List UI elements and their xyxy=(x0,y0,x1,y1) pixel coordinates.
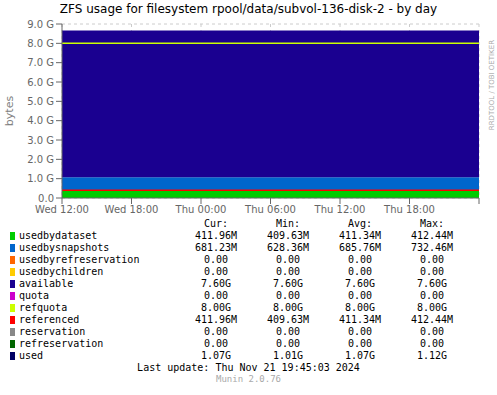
html-text:0.00: 0.00 xyxy=(204,254,228,265)
html-text:8.00G: 8.00G xyxy=(200,302,231,313)
html-text:Avg:: Avg: xyxy=(348,218,372,229)
svg-text:6.0 G: 6.0 G xyxy=(27,77,54,88)
html-text:0.00: 0.00 xyxy=(348,266,372,277)
html-text:0.00: 0.00 xyxy=(420,290,444,301)
html-text:quota: quota xyxy=(19,290,50,301)
svg-text:2.0 G: 2.0 G xyxy=(27,154,54,165)
html-text:8.00G: 8.00G xyxy=(344,302,375,313)
html-text:Munin 2.0.76: Munin 2.0.76 xyxy=(216,374,281,384)
html-text:685.76M: 685.76M xyxy=(338,242,382,253)
html-text:7.60G: 7.60G xyxy=(200,278,231,289)
html-text:681.23M: 681.23M xyxy=(194,242,238,253)
svg-text:9.0 G: 9.0 G xyxy=(27,19,54,30)
html-text:0.00: 0.00 xyxy=(420,254,444,265)
svg-text:bytes: bytes xyxy=(8,96,16,127)
svg-text:1.0 G: 1.0 G xyxy=(27,173,54,184)
html-text:1.07G: 1.07G xyxy=(344,350,375,361)
html-text:Min:: Min: xyxy=(276,218,300,229)
svg-text:Wed 12:00: Wed 12:00 xyxy=(35,204,89,215)
svg-text:5.0 G: 5.0 G xyxy=(27,96,54,107)
html-text:7.60G: 7.60G xyxy=(416,278,447,289)
html-text:0.00: 0.00 xyxy=(420,266,444,277)
html-text:used: used xyxy=(19,350,44,361)
html-text:refquota: refquota xyxy=(19,302,68,313)
html-text:8.00G: 8.00G xyxy=(416,302,447,313)
html-text:0.00: 0.00 xyxy=(420,326,444,337)
svg-text:7.0 G: 7.0 G xyxy=(27,57,54,68)
html-text:412.44M: 412.44M xyxy=(410,314,454,325)
svg-text:0.0: 0.0 xyxy=(38,193,54,204)
svg-text:Wed 18:00: Wed 18:00 xyxy=(105,204,159,215)
html-text:0.00: 0.00 xyxy=(348,326,372,337)
html-text:0.00: 0.00 xyxy=(276,266,300,277)
html-text:411.96M: 411.96M xyxy=(194,230,238,241)
html-text:0.00: 0.00 xyxy=(276,254,300,265)
svg-text:Thu 18:00: Thu 18:00 xyxy=(383,204,435,215)
html-text:411.34M: 411.34M xyxy=(338,230,382,241)
html-text:409.63M: 409.63M xyxy=(266,314,310,325)
html-text:reservation: reservation xyxy=(19,326,86,337)
svg-text:3.0 G: 3.0 G xyxy=(27,135,54,146)
html-text:ZFS usage for filesystem rpool: ZFS usage for filesystem rpool/data/subv… xyxy=(59,2,438,16)
html-text:0.00: 0.00 xyxy=(276,338,300,349)
html-text:Max:: Max: xyxy=(420,218,444,229)
html-text:412.44M: 412.44M xyxy=(410,230,454,241)
html-text:Last update: Thu Nov 21 19:45:: Last update: Thu Nov 21 19:45:03 2024 xyxy=(137,362,360,373)
html-text:7.60G: 7.60G xyxy=(344,278,375,289)
html-text:1.07G: 1.07G xyxy=(200,350,231,361)
html-text:0.00: 0.00 xyxy=(348,290,372,301)
html-text:0.00: 0.00 xyxy=(204,290,228,301)
html-text:0.00: 0.00 xyxy=(348,338,372,349)
html-text:409.63M: 409.63M xyxy=(266,230,310,241)
html-text:Cur:: Cur: xyxy=(204,218,228,229)
html-text:0.00: 0.00 xyxy=(204,338,228,349)
html-text:628.36M: 628.36M xyxy=(266,242,310,253)
html-text:available: available xyxy=(19,278,74,289)
html-text:0.00: 0.00 xyxy=(204,326,228,337)
svg-text:Thu 06:00: Thu 06:00 xyxy=(244,204,296,215)
html-text:usedbychildren: usedbychildren xyxy=(19,266,104,277)
svg-text:8.0 G: 8.0 G xyxy=(27,38,54,49)
html-text:411.34M: 411.34M xyxy=(338,314,382,325)
html-text:0.00: 0.00 xyxy=(204,266,228,277)
html-text:7.60G: 7.60G xyxy=(272,278,303,289)
svg-text:4.0 G: 4.0 G xyxy=(27,115,54,126)
html-text:referenced: referenced xyxy=(19,314,80,325)
html-text:732.46M: 732.46M xyxy=(410,242,454,253)
html-text:8.00G: 8.00G xyxy=(272,302,303,313)
html-text:refreservation: refreservation xyxy=(19,338,104,349)
html-text:0.00: 0.00 xyxy=(348,254,372,265)
html-text:RRDTOOL / TOBI OETIKER: RRDTOOL / TOBI OETIKER xyxy=(488,40,496,131)
html-text:411.96M: 411.96M xyxy=(194,314,238,325)
html-text:usedbyrefreservation: usedbyrefreservation xyxy=(19,254,140,265)
html-text:1.12G: 1.12G xyxy=(416,350,447,361)
html-text:1.01G: 1.01G xyxy=(272,350,303,361)
html-text:0.00: 0.00 xyxy=(276,290,300,301)
html-text:0.00: 0.00 xyxy=(276,326,300,337)
svg-text:Thu 12:00: Thu 12:00 xyxy=(314,204,366,215)
html-text:usedbysnapshots: usedbysnapshots xyxy=(19,242,110,253)
svg-text:Thu 00:00: Thu 00:00 xyxy=(175,204,227,215)
html-text:usedbydataset: usedbydataset xyxy=(19,230,98,241)
html-text:0.00: 0.00 xyxy=(420,338,444,349)
